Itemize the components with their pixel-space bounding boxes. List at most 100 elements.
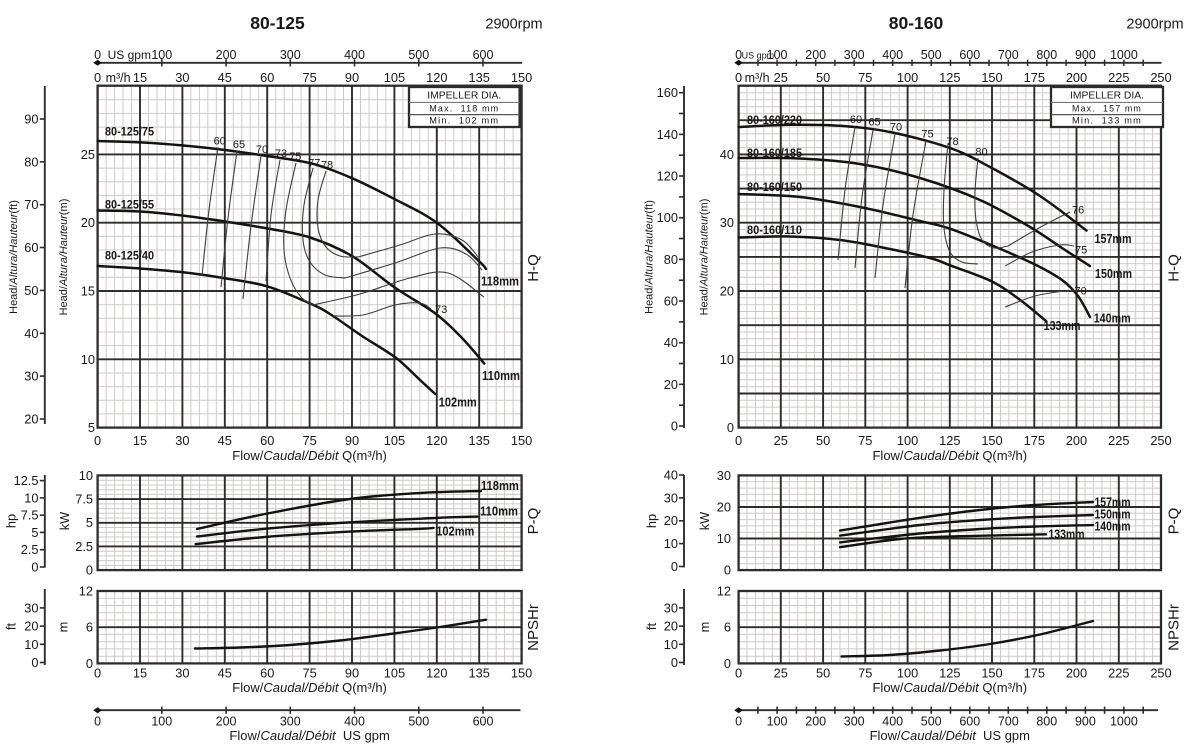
svg-text:225: 225 [1108, 70, 1129, 85]
svg-text:45: 45 [218, 70, 232, 85]
svg-text:105: 105 [384, 666, 405, 681]
svg-text:kW: kW [57, 511, 72, 530]
svg-text:0: 0 [86, 563, 93, 578]
svg-text:0: 0 [735, 715, 742, 729]
svg-text:0: 0 [31, 655, 38, 670]
svg-text:125: 125 [939, 70, 960, 85]
svg-text:200: 200 [1066, 70, 1087, 85]
svg-text:175: 175 [1024, 433, 1045, 448]
svg-text:0: 0 [671, 419, 678, 434]
svg-text:105: 105 [384, 70, 405, 85]
svg-text:150: 150 [981, 433, 1002, 448]
svg-text:Head/Altura/Hauteur(m): Head/Altura/Hauteur(m) [699, 199, 711, 316]
svg-text:157mm: 157mm [1095, 496, 1131, 510]
svg-text:400: 400 [344, 48, 365, 62]
svg-text:75: 75 [302, 70, 316, 85]
svg-text:65: 65 [868, 117, 880, 129]
svg-text:0: 0 [94, 48, 101, 62]
svg-text:40: 40 [664, 335, 678, 350]
svg-text:60: 60 [850, 114, 862, 126]
svg-text:NPSHr: NPSHr [525, 604, 542, 651]
svg-text:25: 25 [774, 70, 788, 85]
svg-text:600: 600 [959, 715, 980, 729]
svg-text:20: 20 [24, 619, 38, 634]
svg-text:500: 500 [921, 715, 942, 729]
svg-text:40: 40 [720, 147, 734, 162]
svg-text:70: 70 [24, 197, 38, 212]
svg-text:0: 0 [671, 655, 678, 670]
svg-text:Head/Altura/Hauteur(m): Head/Altura/Hauteur(m) [58, 199, 70, 316]
svg-text:0: 0 [727, 420, 734, 435]
svg-text:Flow/Caudal/Débit Q(m³/h): Flow/Caudal/Débit Q(m³/h) [232, 448, 387, 463]
svg-text:Min. 133 mm: Min. 133 mm [1072, 116, 1142, 127]
svg-text:12: 12 [717, 584, 731, 599]
svg-text:20: 20 [664, 619, 678, 634]
svg-text:75: 75 [921, 129, 933, 141]
svg-text:30: 30 [24, 600, 38, 615]
svg-text:15: 15 [133, 666, 147, 681]
svg-text:150: 150 [511, 70, 532, 85]
svg-text:78: 78 [946, 136, 958, 148]
svg-text:60: 60 [260, 666, 274, 681]
svg-text:30: 30 [664, 600, 678, 615]
svg-text:hp: hp [4, 514, 19, 528]
svg-text:80-160/185: 80-160/185 [747, 146, 802, 160]
svg-text:100: 100 [151, 48, 172, 62]
svg-text:73: 73 [275, 148, 287, 160]
svg-text:80-160/220: 80-160/220 [747, 113, 802, 127]
svg-text:102mm: 102mm [439, 396, 477, 410]
svg-text:50: 50 [816, 666, 830, 681]
svg-text:2.5: 2.5 [75, 539, 93, 554]
svg-text:0: 0 [94, 666, 101, 681]
svg-text:400: 400 [882, 715, 903, 729]
svg-text:75: 75 [858, 433, 872, 448]
svg-text:60: 60 [664, 294, 678, 309]
svg-text:5: 5 [31, 525, 38, 540]
svg-text:60: 60 [260, 70, 274, 85]
svg-text:150: 150 [511, 666, 532, 681]
svg-text:77: 77 [308, 158, 320, 170]
svg-text:225: 225 [1108, 433, 1129, 448]
svg-text:40: 40 [664, 468, 678, 483]
svg-text:30: 30 [24, 369, 38, 384]
svg-text:NPSHr: NPSHr [1166, 604, 1183, 651]
svg-text:25: 25 [774, 433, 788, 448]
svg-text:20: 20 [664, 377, 678, 392]
svg-text:20: 20 [717, 500, 731, 515]
svg-text:65: 65 [233, 139, 245, 151]
svg-text:50: 50 [24, 283, 38, 298]
svg-text:0: 0 [671, 559, 678, 574]
svg-text:m³/h: m³/h [106, 71, 131, 85]
svg-text:125: 125 [939, 666, 960, 681]
svg-text:75: 75 [302, 433, 316, 448]
svg-text:2900rpm: 2900rpm [1126, 17, 1183, 33]
svg-text:76: 76 [1072, 205, 1084, 217]
svg-text:10: 10 [720, 352, 734, 367]
svg-text:m³/h: m³/h [745, 71, 770, 85]
svg-text:20: 20 [664, 513, 678, 528]
svg-text:0: 0 [735, 48, 742, 62]
svg-text:75: 75 [858, 70, 872, 85]
svg-text:90: 90 [345, 433, 359, 448]
svg-text:0: 0 [94, 70, 101, 85]
svg-text:10: 10 [79, 468, 93, 483]
svg-text:78: 78 [321, 160, 333, 172]
svg-text:80-125/40: 80-125/40 [105, 249, 154, 263]
svg-text:150mm: 150mm [1095, 267, 1132, 281]
svg-text:P-Q: P-Q [1166, 508, 1183, 535]
svg-text:118mm: 118mm [481, 275, 519, 289]
svg-text:140mm: 140mm [1095, 520, 1131, 534]
svg-text:80-125/55: 80-125/55 [105, 198, 154, 212]
svg-text:120: 120 [426, 70, 447, 85]
svg-text:30: 30 [175, 666, 189, 681]
svg-text:900: 900 [1075, 715, 1096, 729]
svg-text:200: 200 [216, 715, 237, 729]
svg-text:80-160: 80-160 [889, 13, 944, 33]
svg-text:600: 600 [959, 48, 980, 62]
svg-text:133mm: 133mm [1044, 319, 1081, 333]
svg-text:0: 0 [724, 563, 731, 578]
svg-text:Max. 157 mm: Max. 157 mm [1072, 103, 1142, 114]
svg-text:1000: 1000 [1110, 715, 1138, 729]
svg-text:Head/Altura/Hauteur(ft): Head/Altura/Hauteur(ft) [644, 200, 656, 314]
svg-text:900: 900 [1075, 48, 1096, 62]
